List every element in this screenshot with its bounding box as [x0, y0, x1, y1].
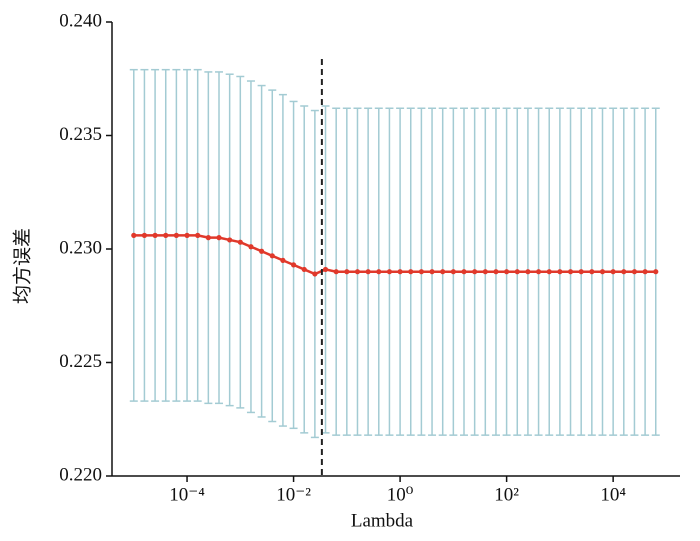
- mean-point: [440, 269, 446, 275]
- mean-point: [205, 235, 211, 241]
- x-tick-label: 10⁰: [387, 484, 414, 505]
- mean-point: [344, 269, 350, 275]
- mean-point: [365, 269, 371, 275]
- mean-point: [248, 244, 254, 250]
- mean-point: [514, 269, 520, 275]
- mean-point: [290, 262, 297, 268]
- mean-point: [599, 269, 606, 275]
- mean-point: [237, 239, 243, 245]
- mean-point: [642, 269, 648, 275]
- mean-point: [354, 269, 361, 275]
- mean-point: [535, 269, 542, 275]
- y-axis-label: 均方误差: [11, 228, 33, 304]
- y-tick-label: 0.235: [59, 124, 102, 145]
- mean-point: [301, 266, 307, 273]
- mean-point: [141, 232, 148, 238]
- mean-point: [227, 237, 233, 243]
- mean-point: [397, 269, 403, 275]
- mean-point: [269, 253, 275, 259]
- mean-point: [376, 269, 382, 275]
- mean-point: [504, 269, 510, 275]
- mean-point: [482, 269, 488, 275]
- mean-point: [546, 269, 552, 275]
- x-tick-label: 10⁴: [600, 484, 626, 505]
- mean-point: [333, 269, 339, 275]
- mean-point: [472, 269, 478, 275]
- mean-point: [418, 269, 424, 275]
- mean-point: [408, 269, 414, 275]
- mean-point: [610, 269, 616, 275]
- x-tick-label: 10²: [494, 484, 519, 505]
- mean-point: [163, 232, 169, 238]
- mean-point: [461, 269, 467, 275]
- mean-point: [131, 232, 137, 238]
- mean-point: [322, 266, 329, 273]
- mean-point: [152, 232, 158, 238]
- mean-point: [280, 257, 286, 263]
- mean-point: [578, 269, 584, 275]
- x-tick-label: 10⁻⁴: [169, 484, 205, 505]
- mean-point: [312, 271, 318, 277]
- mean-point: [653, 269, 659, 275]
- x-tick-label: 10⁻²: [276, 484, 311, 505]
- y-tick-label: 0.225: [59, 351, 102, 372]
- y-tick-label: 0.220: [59, 464, 102, 485]
- mean-point: [259, 248, 265, 254]
- mean-point: [184, 232, 190, 238]
- mean-point: [493, 269, 499, 275]
- mean-point: [557, 269, 563, 275]
- mean-point: [631, 269, 638, 275]
- mean-point: [567, 269, 574, 275]
- x-axis-label: Lambda: [351, 510, 414, 531]
- y-tick-label: 0.230: [59, 237, 102, 258]
- mean-point: [525, 269, 531, 275]
- mean-point: [173, 232, 179, 238]
- mean-point: [450, 269, 456, 275]
- mean-line: [133, 234, 656, 276]
- mean-point: [195, 232, 201, 238]
- mean-point: [216, 235, 222, 241]
- mean-point: [429, 269, 435, 275]
- mean-point: [386, 269, 393, 275]
- mean-point: [621, 269, 627, 275]
- mean-point: [589, 269, 595, 275]
- y-tick-label: 0.240: [59, 10, 102, 31]
